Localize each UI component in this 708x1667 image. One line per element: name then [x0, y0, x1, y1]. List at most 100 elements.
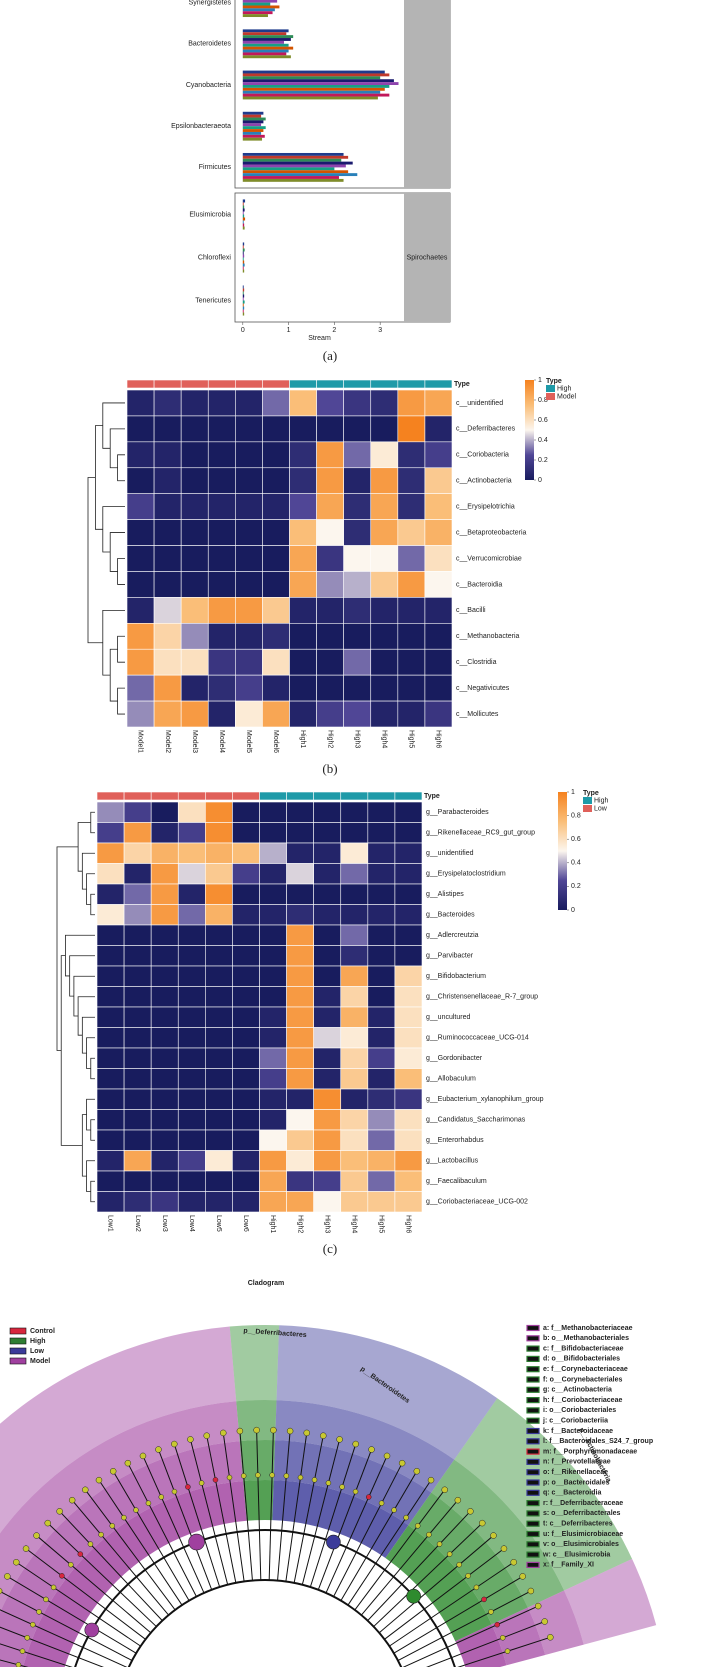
- heatmap-cell: [150, 1150, 179, 1172]
- heatmap-cell: [397, 597, 426, 624]
- dendrogram: [117, 558, 125, 585]
- heatmap-cell: [153, 441, 182, 469]
- taxon-swatch: [526, 1345, 540, 1352]
- bar: [242, 40, 285, 44]
- row-label: c__Deferribacteres: [456, 426, 516, 433]
- clade-sector: [275, 1400, 455, 1493]
- x-tick-label: 1: [287, 327, 291, 334]
- dendrogram: [102, 402, 125, 449]
- node: [30, 1621, 36, 1628]
- bar: [242, 38, 291, 41]
- node: [286, 1427, 294, 1435]
- node: [82, 1486, 89, 1494]
- node: [68, 1496, 76, 1504]
- heatmap-cell: [205, 1006, 233, 1028]
- node: [36, 1609, 42, 1615]
- heatmap-cell: [316, 441, 344, 469]
- heatmap-cell: [150, 1027, 179, 1049]
- heatmap-cell: [394, 1170, 423, 1192]
- heatmap-cell: [126, 415, 155, 443]
- bar: [242, 129, 264, 132]
- heatmap-cell: [397, 519, 426, 546]
- heatmap-cell: [235, 674, 263, 702]
- heatmap-cell: [313, 1170, 342, 1192]
- heatmap-cell: [313, 924, 342, 946]
- dendrogram: [77, 996, 95, 1036]
- colorbar-label: 0.2: [571, 883, 581, 890]
- heatmap-cell: [340, 1150, 369, 1172]
- heatmap-cell: [153, 597, 182, 624]
- heatmap-cell: [232, 904, 260, 926]
- bar: [242, 161, 353, 165]
- taxon-swatch: [526, 1551, 540, 1558]
- dendrogram: [95, 425, 103, 530]
- heatmap-cell: [367, 1068, 396, 1090]
- heatmap-cell: [286, 986, 314, 1008]
- heatmap-cell: [150, 1109, 179, 1131]
- node: [427, 1476, 435, 1484]
- heatmap-cell: [367, 945, 396, 967]
- legend-swatch: [583, 805, 592, 812]
- heatmap-cell: [367, 1088, 396, 1110]
- heatmap-cell: [153, 648, 182, 676]
- row-label: g__Eubacterium_xylanophilum_group: [426, 1096, 544, 1103]
- heatmap-cell: [316, 623, 344, 650]
- heatmap-cell: [235, 571, 263, 598]
- heatmap-cell: [259, 1129, 287, 1151]
- row-label: g__Enterorhabdus: [426, 1137, 484, 1144]
- heatmap-cell: [207, 674, 236, 702]
- row-label: c__Negativicutes: [456, 685, 510, 692]
- heatmap-cell: [289, 493, 317, 520]
- dendrogram: [87, 477, 103, 644]
- heatmap-cell: [370, 571, 399, 598]
- heatmap-cell: [96, 1191, 125, 1213]
- heatmap-cell: [313, 1006, 342, 1028]
- node: [494, 1621, 500, 1628]
- heatmap-cell: [316, 389, 344, 417]
- heatmap-cell: [262, 674, 290, 702]
- colorbar-label: 0.6: [571, 836, 581, 843]
- heatmap-cell: [96, 822, 125, 844]
- dendrogram: [109, 648, 118, 702]
- clade-sector: [23, 1480, 247, 1667]
- column-label: High2: [296, 1215, 303, 1233]
- heatmap-cell: [177, 1129, 206, 1151]
- row-label: g__Bacteroides: [426, 912, 475, 919]
- node: [499, 1635, 506, 1641]
- heatmap-cell: [153, 545, 182, 572]
- bar: [242, 199, 246, 203]
- clade-sector: [454, 1398, 633, 1591]
- heatmap-cell: [177, 1150, 206, 1172]
- legend-title: Type: [583, 790, 599, 797]
- heatmap-cell: [424, 648, 453, 676]
- node: [415, 1523, 421, 1529]
- taxon-label: b: o__Methanobacteriales: [543, 1335, 629, 1342]
- legend-label: High: [30, 1338, 46, 1345]
- heatmap-cell: [289, 519, 317, 546]
- heatmap-cell: [340, 1027, 369, 1049]
- bar: [242, 251, 244, 255]
- row-label: g__Coriobacteriaceae_UCG-002: [426, 1199, 528, 1206]
- heatmap-cell: [126, 493, 155, 520]
- heatmap-cell: [235, 700, 263, 728]
- node: [454, 1496, 462, 1504]
- row-label: c__Actinobacteria: [456, 478, 512, 485]
- heatmap-cell: [96, 965, 125, 987]
- heatmap-cell: [207, 648, 236, 676]
- heatmap-cell: [394, 883, 423, 905]
- heatmap-cell: [340, 1068, 369, 1090]
- bar: [242, 306, 245, 310]
- clade-sector: [229, 1324, 280, 1402]
- heatmap-cell: [150, 965, 179, 987]
- heatmap-cell: [397, 545, 426, 572]
- heatmap-cell: [370, 623, 399, 650]
- node: [527, 1587, 535, 1595]
- dendrogram: [86, 1037, 95, 1069]
- bar: [242, 96, 378, 100]
- node: [44, 1519, 51, 1527]
- row-label: c__Bacteroidia: [456, 581, 502, 588]
- heatmap-cell: [126, 571, 155, 598]
- node: [490, 1532, 497, 1539]
- taxon-label: h: f__Coriobacteriaceae: [543, 1397, 622, 1404]
- row-label: g__Alistipes: [426, 891, 464, 898]
